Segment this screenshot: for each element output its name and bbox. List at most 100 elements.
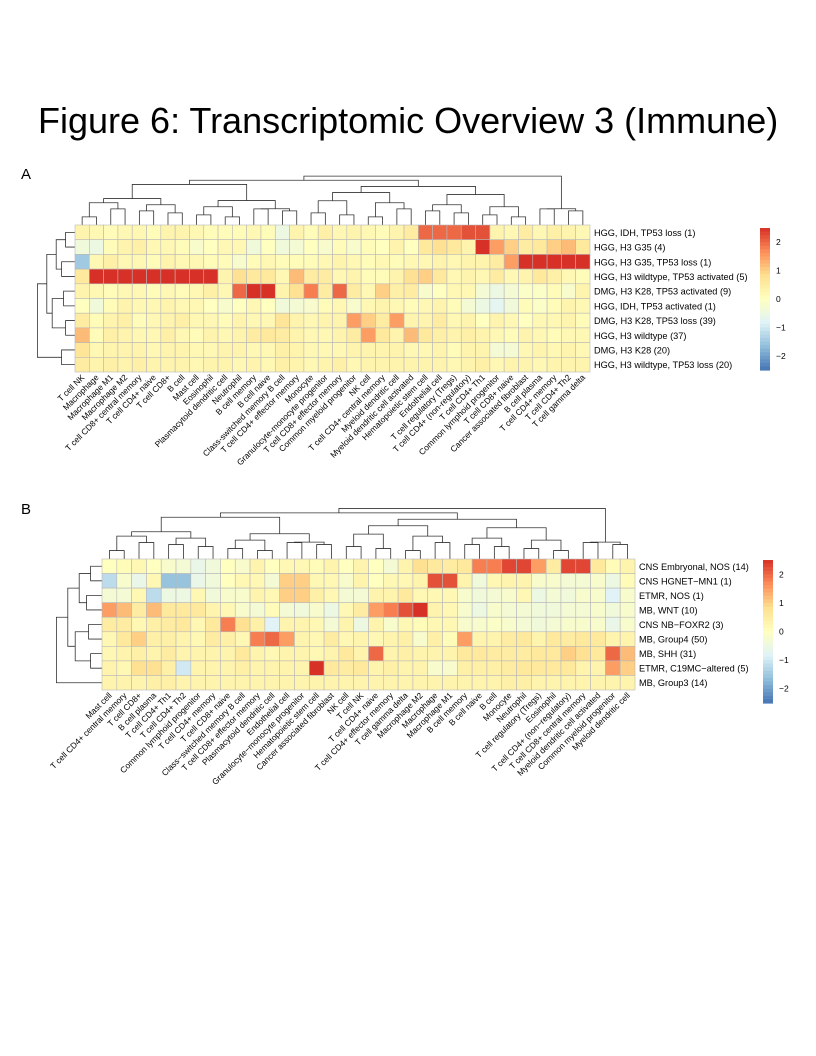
heatmap-cell xyxy=(323,573,340,589)
heatmap-cell xyxy=(383,587,399,603)
heatmap-cell xyxy=(501,646,517,662)
heatmap-cell xyxy=(190,646,206,662)
heatmap-cell xyxy=(412,616,429,633)
heatmap-cell xyxy=(279,631,295,647)
heatmap-cell xyxy=(590,675,606,691)
heatmap-cell xyxy=(131,602,147,618)
heatmap-cell xyxy=(146,675,162,691)
heatmap-cell xyxy=(427,646,443,662)
panel-label-a: A xyxy=(21,166,32,183)
legend-swatch xyxy=(760,352,770,357)
legend-swatch xyxy=(763,638,773,643)
legend-swatch xyxy=(760,281,770,286)
heatmap-cell xyxy=(116,616,132,633)
heatmap-cell xyxy=(294,631,310,647)
heatmap-cell xyxy=(412,558,429,574)
heatmap-cell xyxy=(427,587,443,603)
heatmap-cell xyxy=(220,616,236,633)
row-label: CNS HGNET−MN1 (1) xyxy=(639,576,732,586)
heatmap-cell xyxy=(471,558,488,574)
legend-swatch xyxy=(763,681,773,686)
heatmap-cell xyxy=(294,660,310,676)
heatmap-cell xyxy=(205,602,221,618)
heatmap-cell xyxy=(560,573,577,589)
heatmap-cell xyxy=(294,602,310,618)
heatmap-cell xyxy=(560,660,577,676)
heatmap-cell xyxy=(353,573,369,589)
legend-tick-label: 0 xyxy=(776,294,781,304)
legend-swatch xyxy=(760,252,770,257)
heatmap-cell xyxy=(457,587,473,603)
heatmap-cell xyxy=(353,616,369,633)
heatmap-cell xyxy=(294,675,310,691)
heatmap-cell xyxy=(605,675,621,691)
heatmap-cell xyxy=(101,573,118,589)
heatmap-cell xyxy=(531,646,547,662)
heatmap-cell xyxy=(160,616,177,633)
heatmap-cell xyxy=(531,602,547,618)
heatmap-cell xyxy=(545,675,562,691)
legend-swatch xyxy=(763,635,773,640)
legend-tick-label: −1 xyxy=(779,655,789,665)
heatmap-cell xyxy=(146,660,162,676)
heatmap-cell xyxy=(220,675,236,691)
heatmap-cell xyxy=(471,675,488,691)
heatmap-cell xyxy=(101,587,118,603)
heatmap-cell xyxy=(531,660,547,676)
heatmap-cell xyxy=(545,602,562,618)
legend-swatch xyxy=(760,249,770,254)
legend-tick-label: −2 xyxy=(776,351,786,361)
heatmap-cell xyxy=(160,573,177,589)
legend-swatch xyxy=(763,649,773,654)
legend-tick-label: 2 xyxy=(779,569,784,579)
legend-swatch xyxy=(760,256,770,261)
heatmap-cell xyxy=(531,558,547,574)
heatmap-cell xyxy=(516,602,532,618)
heatmap-cell xyxy=(575,675,591,691)
heatmap-cell xyxy=(294,573,310,589)
heatmap-cell xyxy=(605,660,621,676)
legend-swatch xyxy=(760,274,770,279)
heatmap-cell xyxy=(146,558,162,574)
heatmap-cell xyxy=(131,587,147,603)
heatmap-cell xyxy=(575,356,591,373)
heatmap-cell xyxy=(323,646,340,662)
heatmap-cell xyxy=(575,602,591,618)
heatmap-cell xyxy=(175,675,192,691)
legend-swatch xyxy=(763,595,773,600)
heatmap-cell xyxy=(146,616,162,633)
heatmap-cell xyxy=(323,558,340,574)
heatmap-cell xyxy=(412,573,429,589)
heatmap-cell xyxy=(457,646,473,662)
heatmap-cell xyxy=(442,587,458,603)
legend-swatch xyxy=(760,334,770,339)
heatmap-cell xyxy=(220,660,236,676)
heatmap-cell xyxy=(323,675,340,691)
heatmap-cells xyxy=(101,558,636,691)
heatmap-cell xyxy=(353,631,369,647)
heatmap-cell xyxy=(442,602,458,618)
heatmap-cell xyxy=(131,616,147,633)
row-label: HGG, IDH, TP53 loss (1) xyxy=(594,228,695,238)
heatmap-cell xyxy=(101,558,118,574)
heatmap-cell xyxy=(397,646,414,662)
heatmap-cell xyxy=(427,660,443,676)
heatmap-cell xyxy=(205,660,221,676)
row-label: DMG, H3 K28, TP53 activated (9) xyxy=(594,287,731,297)
heatmap-cell xyxy=(101,602,118,618)
legend-swatch xyxy=(760,345,770,350)
heatmap-cell xyxy=(471,646,488,662)
legend-swatch xyxy=(760,348,770,353)
legend-swatch xyxy=(763,617,773,622)
heatmap-cell xyxy=(590,558,606,574)
heatmap-cell xyxy=(264,646,280,662)
heatmap-cell xyxy=(590,646,606,662)
heatmap-cell xyxy=(190,616,206,633)
heatmap-cell xyxy=(619,631,636,647)
heatmap-cell xyxy=(220,587,236,603)
heatmap-cell xyxy=(116,675,132,691)
heatmap-cell xyxy=(486,631,503,647)
heatmap-cell xyxy=(131,660,147,676)
legend-tick-label: −2 xyxy=(779,684,789,694)
heatmap-cell xyxy=(383,646,399,662)
